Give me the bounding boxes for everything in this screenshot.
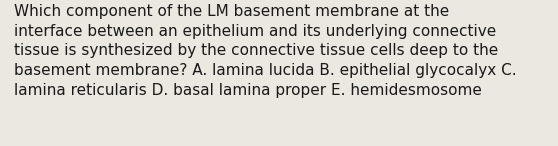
Text: Which component of the LM basement membrane at the
interface between an epitheli: Which component of the LM basement membr… (14, 4, 517, 98)
